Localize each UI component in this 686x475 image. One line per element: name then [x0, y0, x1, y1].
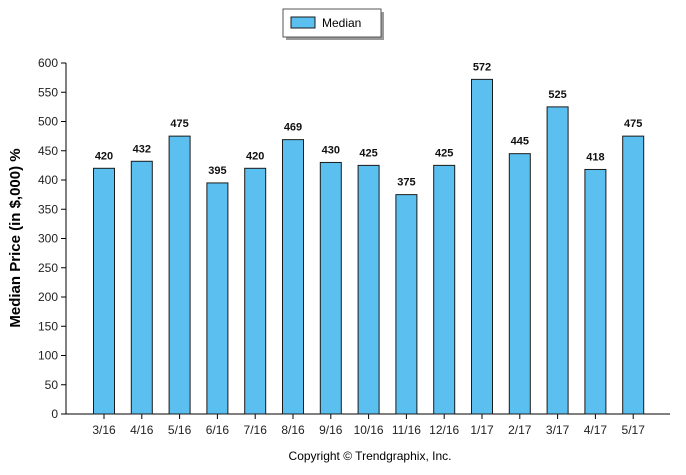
- data-label: 420: [246, 150, 264, 162]
- x-tick-label: 8/16: [281, 423, 305, 437]
- data-label: 425: [359, 147, 377, 159]
- bar: [244, 167, 267, 415]
- x-tick-label: 5/17: [622, 423, 646, 437]
- y-tick-label: 250: [38, 261, 58, 275]
- data-label: 525: [548, 89, 566, 101]
- bar: [508, 153, 531, 415]
- data-label: 469: [284, 122, 302, 134]
- bar: [282, 139, 304, 415]
- bar: [357, 164, 380, 415]
- data-label: 445: [511, 136, 529, 148]
- x-axis: 3/16 4/16 5/16 6/16 7/16 8/16 9/16 10/16 11/16 12…: [66, 413, 670, 437]
- data-label: 432: [133, 143, 151, 155]
- y-axis: 0 50 100 150 200 250 300 350 400 450 500 550 600: [38, 56, 67, 421]
- y-tick-label: 400: [38, 173, 58, 187]
- data-label: 395: [208, 165, 226, 177]
- bar: [584, 168, 607, 415]
- y-tick-label: 350: [38, 202, 58, 216]
- x-tick-label: 10/16: [354, 423, 384, 437]
- legend-label: Median: [322, 16, 361, 30]
- y-tick-label: 600: [38, 56, 58, 70]
- x-tick-label: 12/16: [429, 423, 459, 437]
- x-tick-label: 4/17: [584, 423, 608, 437]
- x-tick-label: 3/16: [92, 423, 116, 437]
- bar: [471, 78, 493, 415]
- y-tick-label: 500: [38, 115, 58, 129]
- data-label: 572: [473, 61, 491, 73]
- bar: [130, 160, 153, 415]
- bar: [93, 167, 115, 415]
- bar: [395, 194, 418, 415]
- data-label: 430: [322, 144, 340, 156]
- y-tick-label: 450: [38, 144, 58, 158]
- data-label: 375: [397, 177, 415, 189]
- bar: [433, 164, 456, 415]
- data-label: 420: [95, 150, 113, 162]
- bar: [168, 135, 191, 415]
- data-label: 475: [170, 118, 188, 130]
- data-label: 418: [586, 151, 604, 163]
- x-tick-label: 2/17: [508, 423, 532, 437]
- x-tick-label: 7/16: [244, 423, 268, 437]
- x-tick-label: 9/16: [319, 423, 343, 437]
- x-tick-label: 4/16: [130, 423, 154, 437]
- y-tick-label: 200: [38, 290, 58, 304]
- y-tick-label: 550: [38, 85, 58, 99]
- data-labels: 420 432 475 395 420 469 430 425 375 425 572 445 525 4…: [95, 61, 643, 188]
- bars: [93, 78, 645, 415]
- legend: Median: [282, 8, 384, 40]
- data-label: 425: [435, 147, 453, 159]
- y-tick-label: 300: [38, 232, 58, 246]
- copyright-text: Copyright © Trendgraphix, Inc.: [289, 449, 452, 463]
- x-tick-label: 3/17: [546, 423, 570, 437]
- bar: [319, 161, 342, 415]
- bar: [546, 106, 569, 415]
- data-label: 475: [624, 118, 642, 130]
- y-tick-label: 100: [38, 349, 58, 363]
- bar: [206, 182, 229, 415]
- bar: [622, 135, 645, 415]
- x-tick-label: 11/16: [392, 423, 421, 437]
- legend-swatch: [290, 16, 316, 29]
- y-tick-label: 150: [38, 319, 58, 333]
- y-tick-label: 50: [45, 378, 59, 392]
- y-axis-label: Median Price (in $,000) %: [7, 148, 24, 327]
- x-tick-label: 5/16: [168, 423, 192, 437]
- y-tick-label: 0: [51, 407, 58, 421]
- x-tick-label: 6/16: [206, 423, 230, 437]
- x-tick-label: 1/17: [470, 423, 494, 437]
